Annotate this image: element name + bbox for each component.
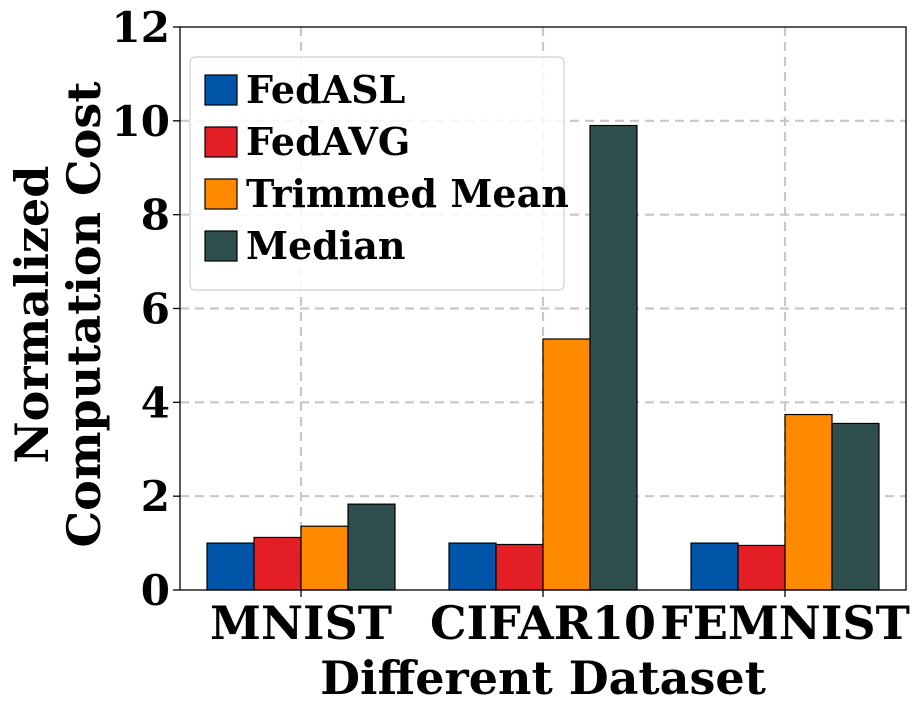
- bar-median-mnist: [347, 503, 396, 591]
- bar-trimmed-mean-cifar10: [542, 338, 591, 591]
- x-tick-label: CIFAR10: [430, 596, 656, 650]
- bar-fedavg-femnist: [737, 544, 786, 591]
- legend-box: [189, 56, 565, 291]
- bar-fedasl-mnist: [206, 542, 255, 591]
- legend-swatch-trimmed-mean: [204, 178, 238, 210]
- x-axis-title: Different Dataset: [320, 651, 767, 705]
- y-tick-label: 2: [141, 472, 170, 521]
- bar-trimmed-mean-femnist: [784, 413, 833, 591]
- bar-median-femnist: [831, 422, 880, 591]
- legend: FedASL FedAVG Trimmed Mean Median: [189, 56, 569, 291]
- bar-fedavg-cifar10: [495, 543, 544, 591]
- legend-label: FedASL: [246, 67, 405, 112]
- x-tick-label: FEMNIST: [660, 596, 910, 650]
- y-tick-label: 10: [112, 97, 170, 146]
- x-tick-label: MNIST: [210, 596, 392, 650]
- y-tick-label: 4: [141, 378, 170, 427]
- x-axis: MNIST CIFAR10 FEMNIST: [210, 590, 910, 650]
- bars: [206, 124, 880, 591]
- legend-swatch-fedasl: [204, 74, 238, 106]
- bar-trimmed-mean-mnist: [300, 525, 349, 591]
- legend-label: FedAVG: [246, 119, 410, 164]
- y-tick-label: 0: [141, 566, 170, 615]
- legend-swatch-median: [204, 230, 238, 262]
- bar-fedasl-femnist: [690, 542, 739, 591]
- bar-fedasl-cifar10: [448, 542, 497, 591]
- y-tick-label: 8: [141, 191, 170, 240]
- y-tick-label: 6: [141, 285, 170, 334]
- y-tick-label: 12: [112, 3, 170, 52]
- bar-median-cifar10: [589, 124, 638, 591]
- y-axis: 0 2 4 6 8 10 12: [112, 3, 180, 615]
- legend-label: Median: [246, 223, 406, 268]
- bar-fedavg-mnist: [253, 536, 302, 591]
- y-axis-title-line-2: Computation Cost: [57, 81, 111, 548]
- legend-label: Trimmed Mean: [246, 171, 569, 216]
- legend-swatch-fedavg: [204, 126, 238, 158]
- y-axis-title-line-1: Normalized: [5, 166, 59, 464]
